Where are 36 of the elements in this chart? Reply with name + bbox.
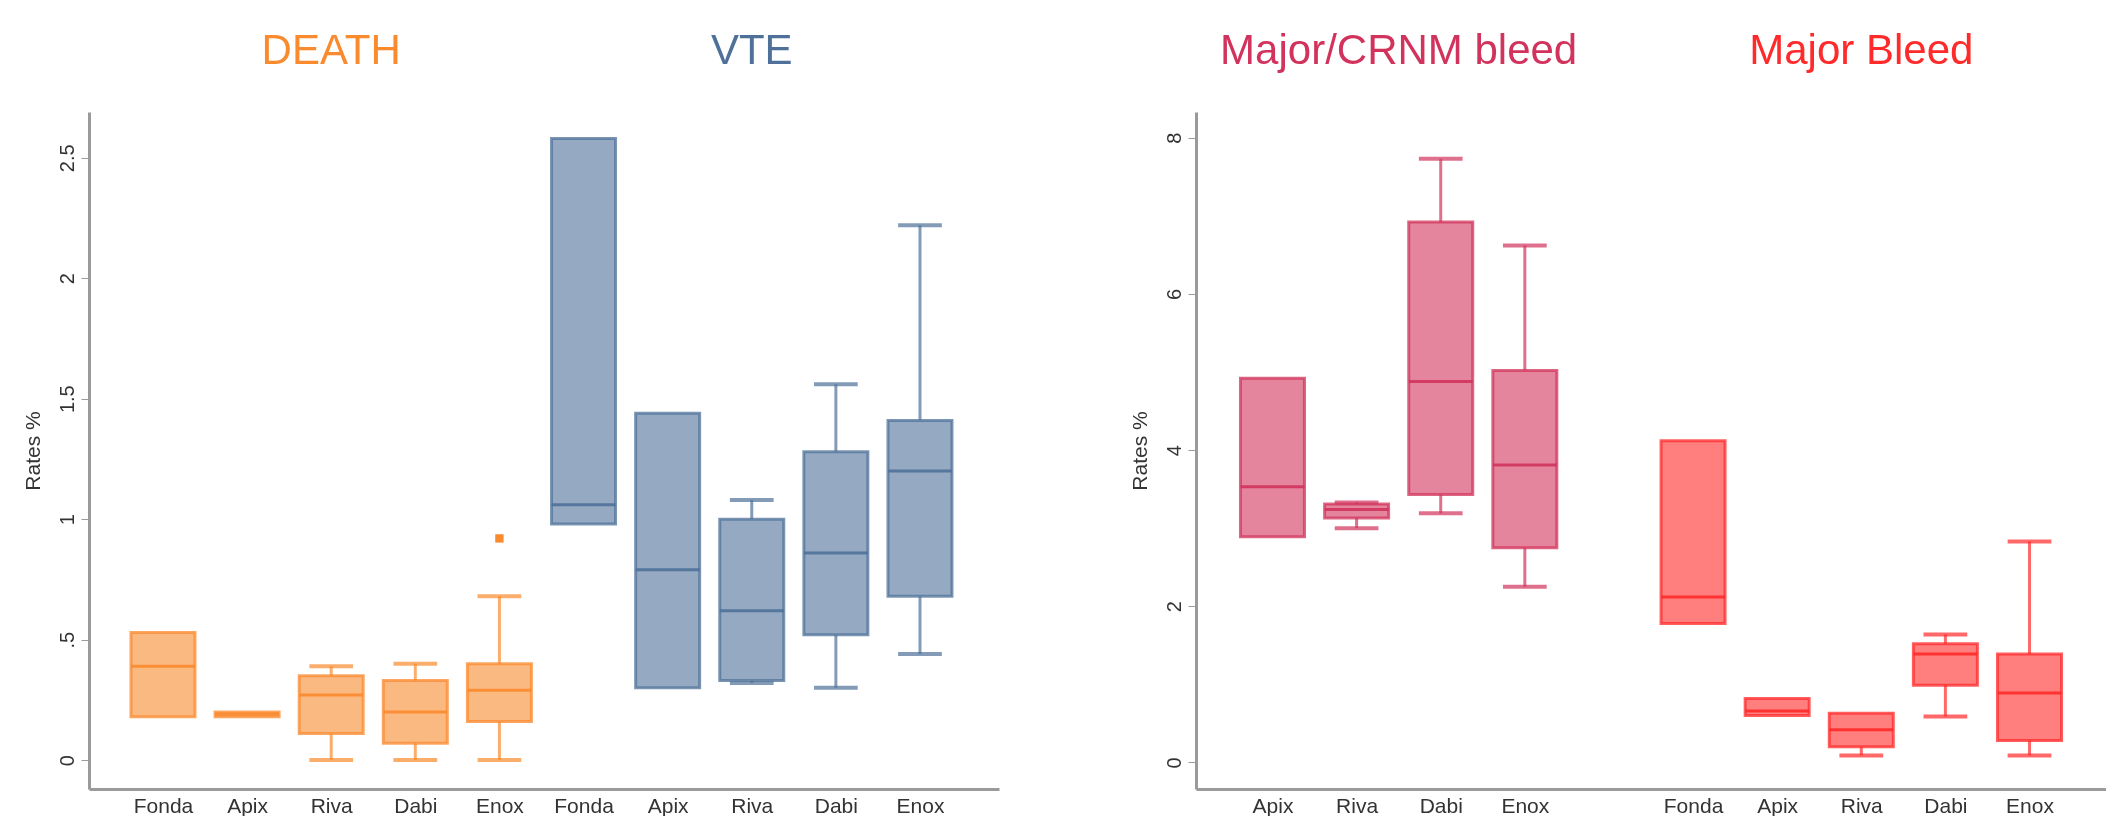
x-tick-label: Apix [227, 793, 269, 817]
y-tick-label: 4 [1162, 445, 1185, 457]
x-tick-label: Apix [1757, 793, 1799, 817]
y-tick-label: .5 [55, 631, 78, 649]
y-tick-label: 1 [55, 514, 78, 526]
text: Major/CRNM bleed [1220, 26, 1578, 73]
text: DEATH [261, 26, 401, 73]
y-tick-label: 8 [1162, 132, 1185, 144]
x-tick-label: Dabi [1924, 793, 1968, 817]
x-tick-label: Enox [896, 793, 945, 817]
x-tick-label: Apix [1252, 793, 1294, 817]
y-axis-title: Rates % [20, 411, 44, 491]
x-tick-label: Dabi [1419, 793, 1463, 817]
y-tick-label: 1.5 [55, 385, 78, 414]
x-tick-label: Fonda [554, 793, 615, 817]
y-tick-label: 2 [1162, 601, 1185, 613]
y-tick-label: 2.5 [55, 144, 78, 173]
x-tick-label: Enox [2006, 793, 2055, 817]
x-tick-label: Fonda [133, 793, 194, 817]
x-tick-label: Fonda [1663, 793, 1724, 817]
y-tick-label: 6 [1162, 288, 1185, 300]
y-tick-label: 2 [55, 273, 78, 285]
x-tick-label: Enox [1501, 793, 1550, 817]
x-tick-label: Enox [475, 793, 525, 817]
x-tick-label: Riva [1336, 793, 1379, 817]
x-tick-label: Dabi [394, 793, 438, 817]
y-tick-label: 0 [1162, 757, 1185, 769]
x-tick-label: Riva [1840, 793, 1884, 817]
text: VTE [710, 26, 793, 73]
y-tick-label: 0 [55, 755, 78, 767]
y-axis-title: Rates % [1127, 411, 1151, 491]
x-tick-label: Apix [647, 793, 690, 817]
x-tick-label: Dabi [814, 793, 858, 817]
x-tick-label: Riva [731, 793, 774, 817]
x-tick-label: Riva [310, 793, 354, 817]
text: Major Bleed [1749, 26, 1974, 73]
